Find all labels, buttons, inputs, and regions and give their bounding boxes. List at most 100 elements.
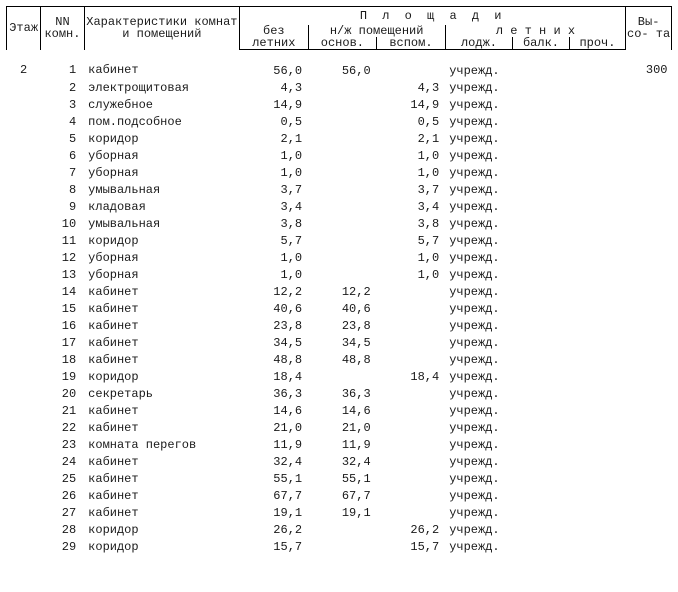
cell-vys [626,470,672,487]
cell-balk [514,50,569,80]
cell-balk [514,147,569,164]
cell-etazh [7,266,41,283]
cell-lodzh: учрежд. [445,436,514,453]
cell-name: коридор [84,538,239,555]
hdr-bez-letnih: без летних [240,25,309,50]
cell-osn: 11,9 [308,436,377,453]
cell-balk [514,215,569,232]
table-row: 25кабинет55,155,1учрежд. [7,470,672,487]
cell-name: кладовая [84,198,239,215]
cell-name: умывальная [84,181,239,198]
cell-bez: 19,1 [240,504,309,521]
table-body: 21кабинет56,056,0учрежд.3002электрощитов… [7,50,672,556]
table-row: 15кабинет40,640,6учрежд. [7,300,672,317]
cell-vsp [377,436,446,453]
cell-etazh [7,368,41,385]
cell-balk [514,96,569,113]
cell-proch [569,487,626,504]
cell-vys [626,334,672,351]
cell-nn: 21 [41,402,84,419]
cell-etazh [7,283,41,300]
table-header: Этаж NN комн. Характеристики комнат и по… [7,7,672,50]
table-row: 11коридор5,75,7учрежд. [7,232,672,249]
cell-vys [626,130,672,147]
table-row: 7уборная1,01,0учрежд. [7,164,672,181]
cell-vsp [377,334,446,351]
cell-osn [308,181,377,198]
cell-balk [514,402,569,419]
cell-nn: 22 [41,419,84,436]
cell-name: кабинет [84,487,239,504]
cell-vsp [377,385,446,402]
cell-name: кабинет [84,504,239,521]
cell-osn [308,215,377,232]
cell-lodzh: учрежд. [445,164,514,181]
cell-nn: 26 [41,487,84,504]
cell-vsp: 3,4 [377,198,446,215]
cell-vys [626,198,672,215]
cell-vys [626,266,672,283]
cell-lodzh: учрежд. [445,385,514,402]
cell-balk [514,538,569,555]
cell-balk [514,130,569,147]
table-row: 24кабинет32,432,4учрежд. [7,453,672,470]
cell-etazh [7,232,41,249]
cell-etazh [7,164,41,181]
table-row: 6уборная1,01,0учрежд. [7,147,672,164]
cell-vys: 300 [626,50,672,80]
cell-osn [308,198,377,215]
cell-nn: 14 [41,283,84,300]
cell-vsp: 26,2 [377,521,446,538]
cell-nn: 2 [41,79,84,96]
cell-vys [626,164,672,181]
cell-bez: 1,0 [240,164,309,181]
cell-vys [626,181,672,198]
hdr-nzh: н/ж помещений основ. вспом. [308,25,445,50]
cell-nn: 27 [41,504,84,521]
cell-vsp [377,402,446,419]
cell-osn: 14,6 [308,402,377,419]
hdr-letnih: л е т н и х лодж. балк. проч. [445,25,626,50]
cell-osn: 23,8 [308,317,377,334]
cell-etazh [7,130,41,147]
hdr-vysota: Вы- со- та [626,7,672,50]
cell-name: кабинет [84,402,239,419]
cell-vsp [377,283,446,300]
cell-osn [308,164,377,181]
cell-vsp: 3,7 [377,181,446,198]
cell-lodzh: учрежд. [445,50,514,80]
table-row: 20секретарь36,336,3учрежд. [7,385,672,402]
table-row: 9кладовая3,43,4учрежд. [7,198,672,215]
cell-osn: 32,4 [308,453,377,470]
cell-vys [626,521,672,538]
cell-proch [569,147,626,164]
table-row: 26кабинет67,767,7учрежд. [7,487,672,504]
cell-nn: 6 [41,147,84,164]
cell-bez: 4,3 [240,79,309,96]
cell-etazh [7,79,41,96]
cell-vys [626,317,672,334]
cell-bez: 26,2 [240,521,309,538]
cell-osn: 19,1 [308,504,377,521]
explication-table: Этаж NN комн. Характеристики комнат и по… [6,6,672,555]
cell-bez: 11,9 [240,436,309,453]
cell-name: коридор [84,368,239,385]
cell-name: коридор [84,521,239,538]
cell-vys [626,453,672,470]
cell-nn: 1 [41,50,84,80]
cell-osn [308,538,377,555]
cell-etazh [7,351,41,368]
cell-vsp [377,351,446,368]
cell-proch [569,232,626,249]
cell-name: кабинет [84,453,239,470]
table-row: 8умывальная3,73,7учрежд. [7,181,672,198]
cell-proch [569,96,626,113]
cell-lodzh: учрежд. [445,283,514,300]
cell-proch [569,419,626,436]
cell-etazh [7,385,41,402]
cell-balk [514,283,569,300]
cell-lodzh: учрежд. [445,113,514,130]
table-row: 10умывальная3,83,8учрежд. [7,215,672,232]
cell-proch [569,130,626,147]
cell-name: коридор [84,130,239,147]
